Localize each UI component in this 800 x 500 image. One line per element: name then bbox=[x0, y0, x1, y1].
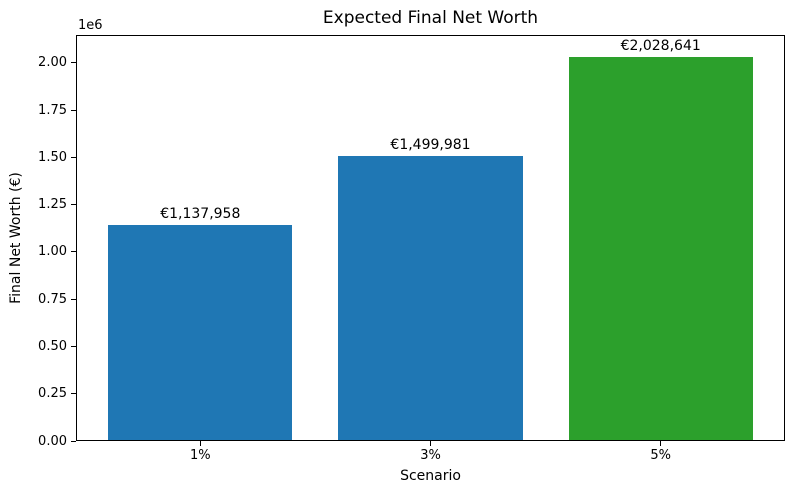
y-tick-mark bbox=[71, 251, 76, 253]
y-tick-mark bbox=[71, 440, 76, 442]
plot-area: €1,137,958 €1,499,981 €2,028,641 bbox=[76, 35, 785, 441]
x-axis-label: Scenario bbox=[400, 468, 461, 484]
x-tick-label: 3% bbox=[420, 448, 441, 463]
y-tick-label: 1.00 bbox=[38, 244, 67, 260]
y-tick-mark bbox=[71, 156, 76, 158]
y-tick-label: 0.75 bbox=[38, 291, 67, 307]
x-tick-label: 5% bbox=[650, 448, 671, 463]
y-tick-label: 0.50 bbox=[38, 338, 67, 354]
y-tick-mark bbox=[71, 109, 76, 111]
bar-5% bbox=[568, 56, 753, 440]
bar-value-label: €1,137,958 bbox=[160, 205, 241, 222]
y-tick-label: 2.00 bbox=[38, 55, 67, 71]
bar-value-label: €2,028,641 bbox=[620, 37, 701, 54]
bar-3% bbox=[338, 156, 523, 440]
y-tick-mark bbox=[71, 62, 76, 64]
y-tick-mark bbox=[71, 204, 76, 206]
y-tick-mark bbox=[71, 298, 76, 300]
chart-title: Expected Final Net Worth bbox=[322, 8, 539, 28]
y-tick-mark bbox=[71, 345, 76, 347]
bar-1% bbox=[108, 224, 293, 440]
y-tick-label: 0.25 bbox=[38, 386, 67, 402]
y-tick-label: 1.75 bbox=[38, 102, 67, 118]
x-tick-mark bbox=[199, 441, 201, 446]
y-tick-label: 0.00 bbox=[38, 433, 67, 449]
x-tick-mark bbox=[660, 441, 662, 446]
x-tick-mark bbox=[430, 441, 431, 446]
y-tick-mark bbox=[71, 393, 76, 395]
y-axis-offset-text: 1e6 bbox=[78, 18, 103, 33]
y-tick-label: 1.25 bbox=[38, 197, 67, 213]
x-tick-label: 1% bbox=[189, 448, 211, 463]
bar-value-label: €1,499,981 bbox=[390, 137, 471, 154]
y-axis-label: Final Net Worth (€) bbox=[8, 172, 24, 304]
y-tick-label: 1.50 bbox=[38, 149, 67, 165]
